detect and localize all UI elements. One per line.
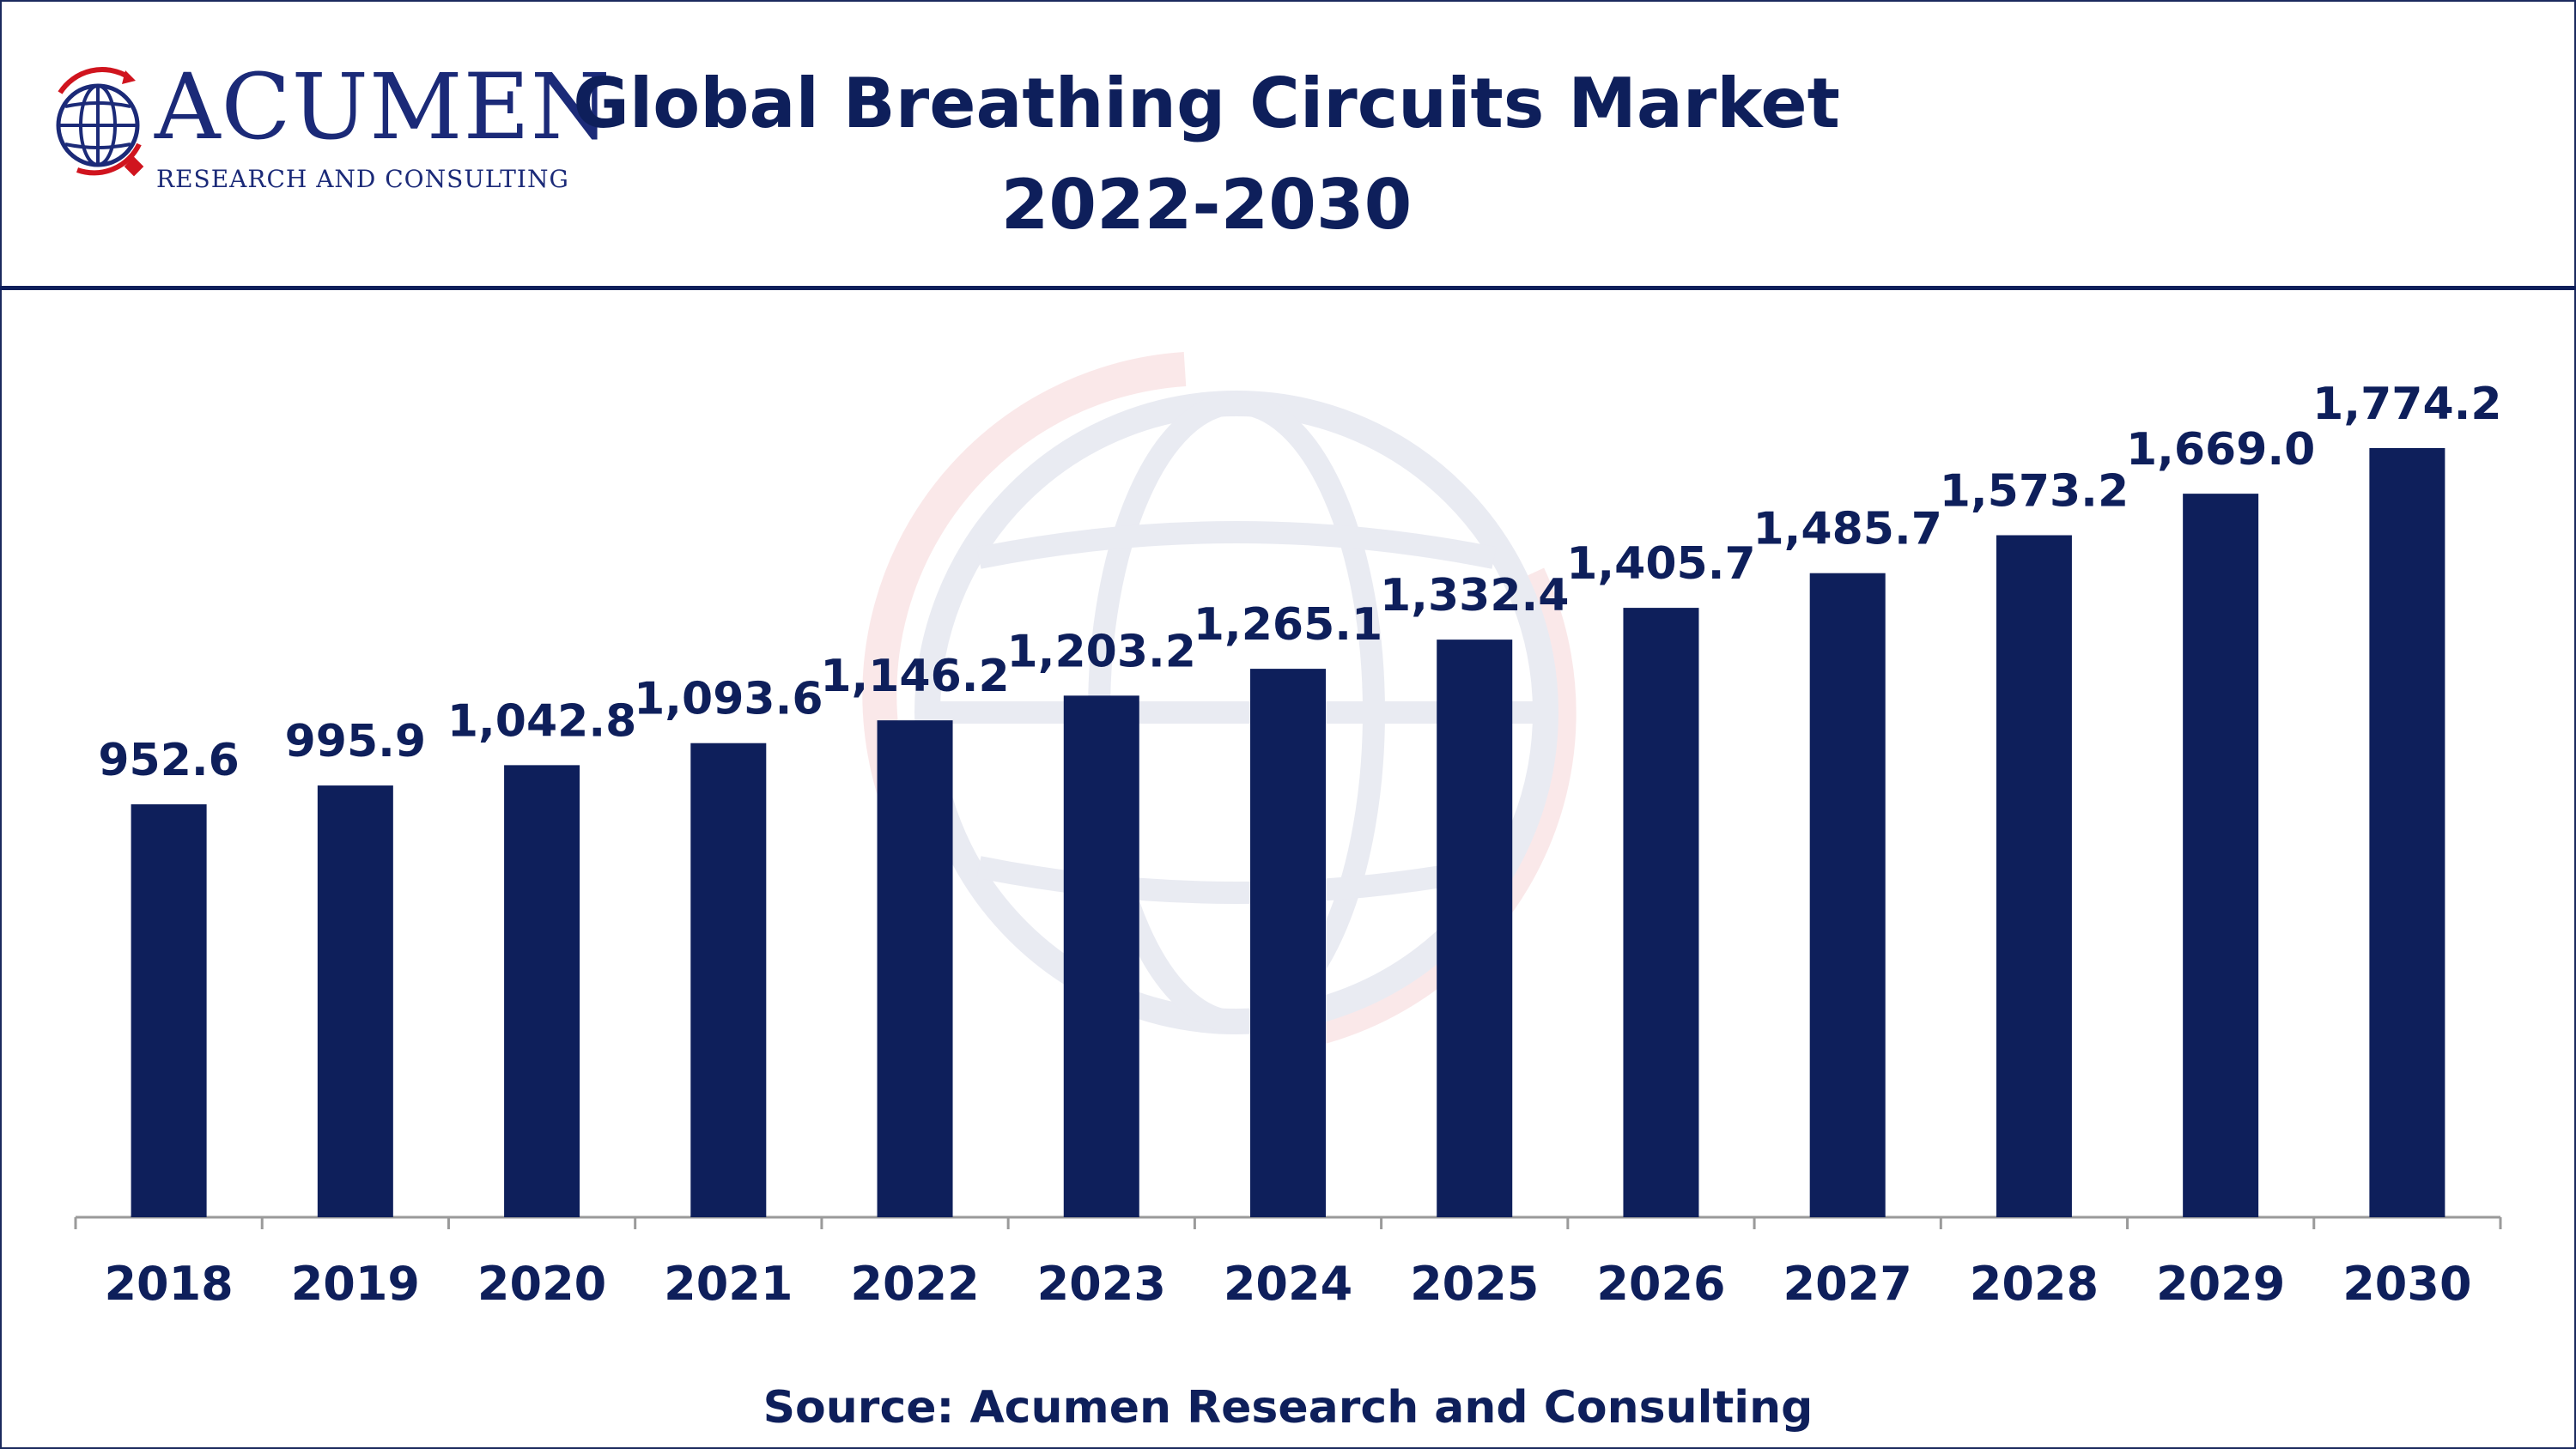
data-label-2025: 1,332.4 (1380, 570, 1569, 621)
x-tick-label-2029: 2029 (2156, 1257, 2285, 1311)
chart-title-line1: Global Breathing Circuits Market (573, 64, 1840, 143)
data-label-2030: 1,774.2 (2312, 379, 2501, 430)
x-tick-label-2027: 2027 (1783, 1257, 1912, 1311)
x-tick-label-2030: 2030 (2342, 1257, 2471, 1311)
x-tick-label-2028: 2028 (1970, 1257, 2099, 1311)
globe-logo-icon (56, 67, 144, 177)
brand-tagline: RESEARCH AND CONSULTING (156, 165, 569, 193)
x-tick-label-2019: 2019 (291, 1257, 420, 1311)
x-tick-label-2025: 2025 (1410, 1257, 1539, 1311)
bar-2027 (1809, 573, 1886, 1217)
bar-2028 (1996, 535, 2072, 1217)
data-label-2026: 1,405.7 (1566, 538, 1755, 590)
data-label-2024: 1,265.1 (1194, 599, 1382, 651)
bar-2025 (1437, 640, 1513, 1217)
bar-2018 (131, 803, 207, 1217)
data-label-2019: 995.9 (285, 716, 426, 767)
x-tick-label-2021: 2021 (664, 1257, 793, 1311)
bar-2020 (504, 765, 580, 1217)
x-tick-label-2022: 2022 (850, 1257, 979, 1311)
data-label-2023: 1,203.2 (1007, 626, 1196, 677)
x-tick-label-2026: 2026 (1596, 1257, 1725, 1311)
x-tick-label-2023: 2023 (1037, 1257, 1166, 1311)
chart-title: Global Breathing Circuits Market 2022-20… (515, 53, 1898, 256)
header-divider (0, 286, 2576, 290)
x-tick-label-2020: 2020 (477, 1257, 606, 1311)
data-label-2021: 1,093.6 (634, 674, 823, 725)
data-label-2020: 1,042.8 (447, 695, 636, 747)
x-tick-label-2024: 2024 (1224, 1257, 1352, 1311)
bar-2022 (877, 720, 953, 1217)
data-label-2022: 1,146.2 (820, 651, 1009, 702)
bar-2024 (1250, 669, 1326, 1217)
brand-name: ACUMEN (155, 54, 611, 160)
bar-2026 (1623, 608, 1699, 1217)
x-tick-label-2018: 2018 (104, 1257, 233, 1311)
chart-title-line2: 2022-2030 (1000, 165, 1413, 245)
data-label-2018: 952.6 (98, 735, 239, 786)
brand-logo: ACUMEN RESEARCH AND CONSULTING (43, 58, 611, 196)
bar-2021 (690, 743, 767, 1217)
bar-2029 (2183, 494, 2259, 1217)
source-note: Source: Acumen Research and Consulting (762, 1382, 1814, 1434)
bar-2023 (1063, 695, 1139, 1217)
bar-2019 (317, 785, 393, 1217)
bar-2030 (2369, 448, 2445, 1217)
data-label-2028: 1,573.2 (1940, 466, 2129, 518)
data-label-2029: 1,669.0 (2126, 424, 2315, 476)
data-label-2027: 1,485.7 (1753, 504, 1941, 555)
